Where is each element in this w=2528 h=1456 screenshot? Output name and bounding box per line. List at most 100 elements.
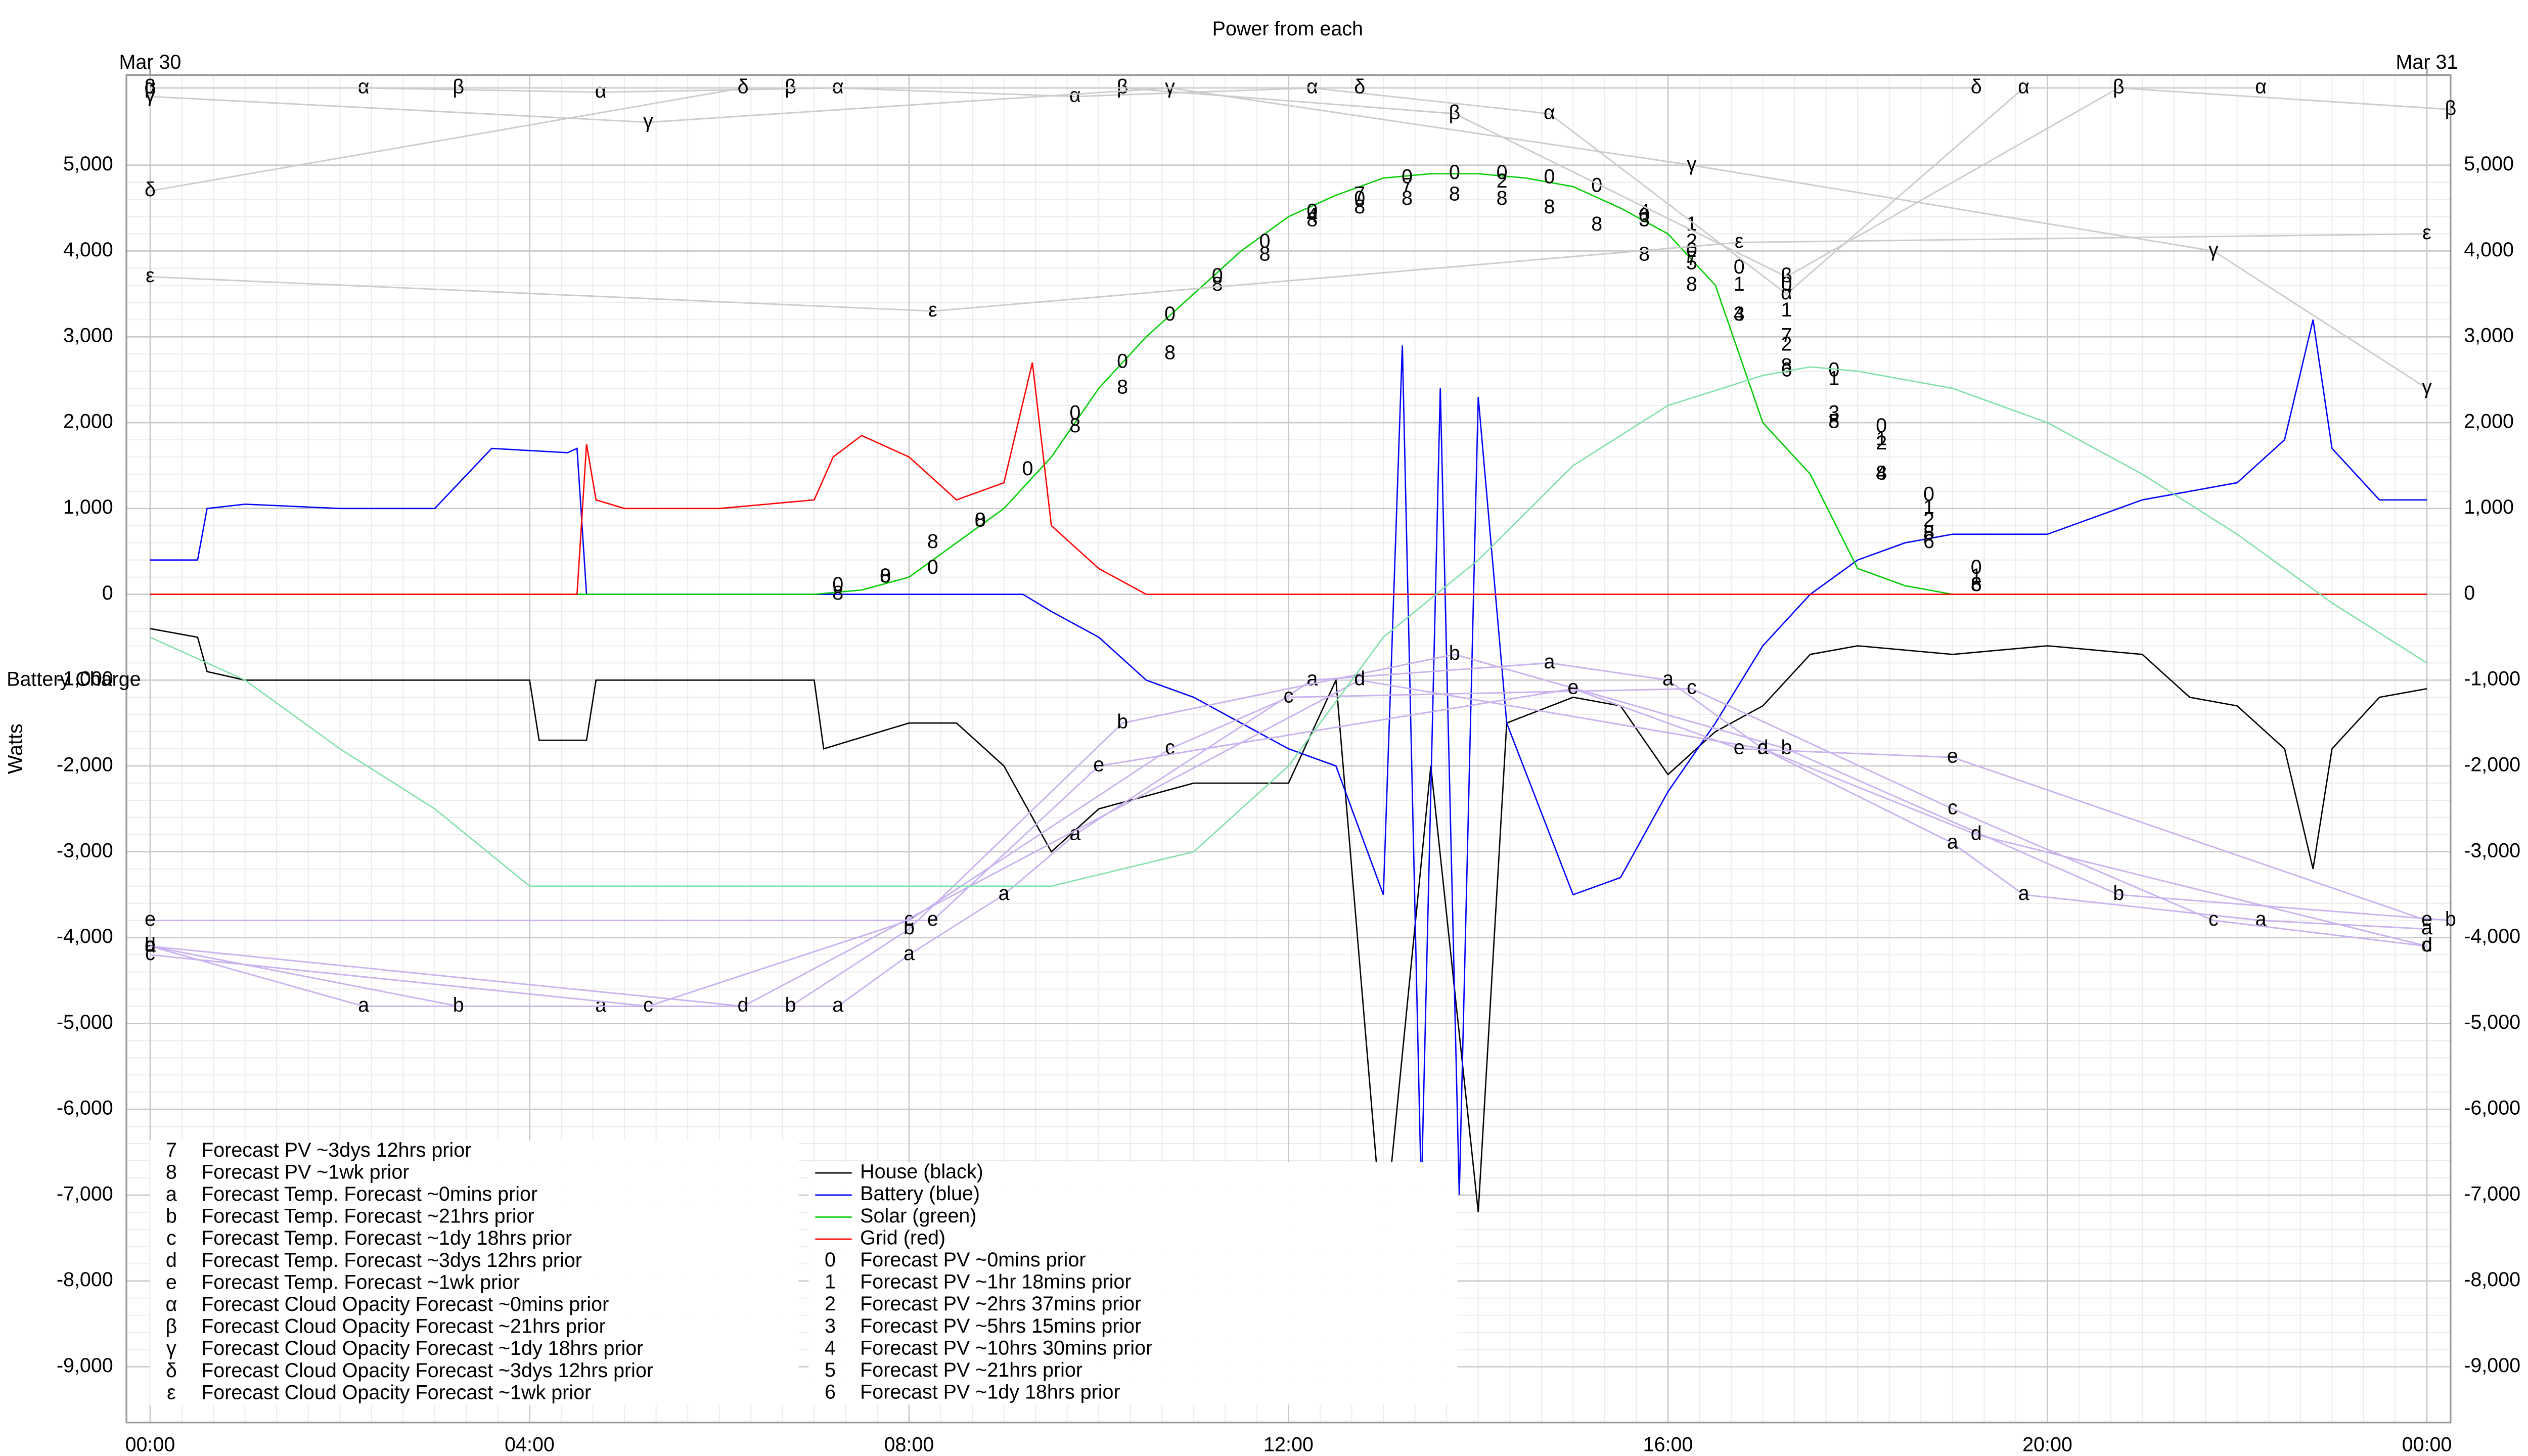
y-tick-label: -8,000 [57,1268,113,1291]
y2-tick-label: 0 [2464,582,2475,604]
legend: House (black)Battery (blue)Solar (green)… [150,1139,1458,1405]
legend-label: Forecast Temp. Forecast ~21hrs prior [201,1205,534,1227]
series-marker: β [2445,97,2457,119]
series-marker: 0 [1544,166,1555,188]
series-marker: a [145,934,156,956]
legend-marker: 7 [166,1139,177,1161]
series-marker: b [1449,642,1460,664]
legend-marker: 1 [825,1271,836,1293]
series-marker: d [145,934,156,956]
series-marker: ε [146,264,155,287]
series-marker: 8 [832,582,843,604]
series-marker: 3 [1639,209,1650,231]
series-marker: 8 [1354,196,1365,218]
series-marker: 8 [1164,342,1176,364]
series-marker: α [1069,84,1081,106]
series-marker: 8 [1259,243,1271,265]
y-tick-label: 4,000 [63,239,113,261]
legend-bg [808,1294,1458,1317]
series-marker: 0 [1686,239,1697,261]
legend-bg [150,1316,799,1339]
series-marker: 7 [1781,325,1792,347]
series-marker: 1 [1781,299,1792,321]
legend-label: Forecast PV ~1dy 18hrs prior [860,1381,1120,1403]
legend-marker: 4 [825,1337,836,1359]
series-marker: e [1734,737,1745,759]
series-line [150,87,1976,192]
legend-label: Forecast PV ~1wk prior [201,1161,409,1183]
x2-tick-label: Mar 31 [2396,51,2458,73]
chart-title: Power from each [1212,18,1363,40]
legend-bg [808,1206,1458,1228]
series-marker: 7 [1402,174,1413,197]
series-marker: d [2421,934,2432,956]
legend-label: Forecast PV ~21hrs prior [860,1359,1082,1381]
series-marker: δ [1354,75,1365,98]
legend-bg [808,1228,1458,1251]
series-marker: d [738,994,749,1016]
y-tick-label: -2,000 [57,754,113,776]
series-marker: 8 [1402,187,1413,209]
legend-label: Forecast Temp. Forecast ~0mins prior [201,1183,537,1205]
legend-bg [808,1360,1458,1383]
series-marker: c [2422,934,2432,956]
series-marker: a [1947,831,1958,853]
series-marker: β [1117,75,1128,98]
series-line [150,653,2451,1007]
legend-bg [150,1228,799,1251]
series-line [150,320,2427,1195]
series-marker: d [1757,737,1769,759]
series-marker: c [1165,737,1175,759]
series-marker: δ [738,75,749,98]
series-marker: α [145,75,156,98]
series-marker: ε [2422,221,2431,244]
legend-bg [150,1185,799,1207]
series-label: Battery Charge [7,668,141,690]
series-marker: 0 [1402,166,1413,188]
legend-label: Grid (red) [860,1226,945,1249]
series-marker: 8 [1544,196,1555,218]
legend-bg [150,1295,799,1317]
series-marker: 0 [927,556,938,578]
y-tick-label: 5,000 [63,153,113,175]
series-marker: 8 [1923,522,1934,544]
y-tick-label: -7,000 [57,1182,113,1205]
series-marker: γ [1165,75,1175,98]
series-marker: 8 [975,509,986,531]
series-marker: e [1567,676,1578,699]
legend-marker: ε [167,1381,176,1403]
series-marker: b [785,994,796,1016]
y-tick-label: -5,000 [57,1011,113,1033]
legend-label: Forecast PV ~2hrs 37mins prior [860,1293,1141,1315]
series-marker: c [2208,908,2219,930]
series-marker: 7 [1354,183,1365,205]
series-marker: 1 [1923,496,1934,518]
y-tick-label: 1,000 [63,496,113,518]
series-marker: 8 [1212,273,1223,295]
series-marker: 3 [1734,303,1745,325]
series-marker: 8 [1781,354,1792,377]
y2-tick-label: -5,000 [2464,1011,2520,1033]
y2-tick-label: -9,000 [2464,1354,2520,1377]
series-marker: 0 [1923,483,1934,506]
series-marker: b [1117,711,1128,733]
x-tick-label: 12:00 [1263,1433,1314,1455]
legend-marker: a [166,1183,177,1205]
series-marker: 4 [1876,462,1887,484]
series-marker: d [1354,668,1365,690]
series-marker: γ [1687,153,1697,175]
series-marker: 8 [1686,273,1697,295]
series-marker: α [1781,282,1792,304]
series-marker: e [1093,754,1104,776]
series-marker: 0 [1354,187,1365,209]
series-marker: 8 [927,530,938,553]
series-marker: 8 [1306,209,1318,231]
series-marker: e [1947,745,1958,767]
legend-label: Forecast PV ~1hr 18mins prior [860,1271,1131,1293]
series-line [150,688,2427,1007]
y-tick-label: -3,000 [57,839,113,861]
series-marker: 8 [1971,573,1982,596]
series-marker: 6 [1923,530,1934,553]
series-marker: 0 [1164,303,1176,325]
